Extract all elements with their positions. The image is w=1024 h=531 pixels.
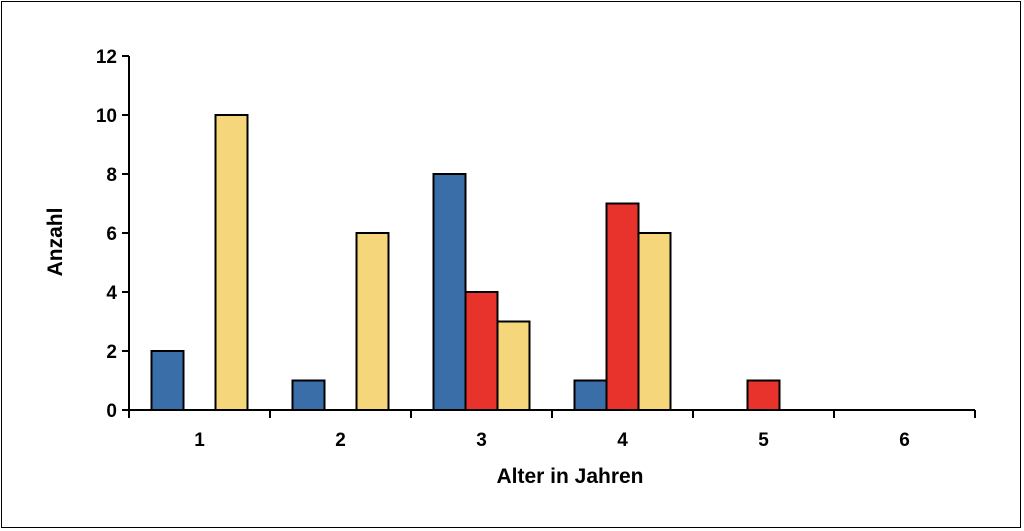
x-axis-title: Alter in Jahren	[496, 465, 643, 488]
bar-series-2-cat-4	[605, 202, 640, 411]
x-tick-label-2: 2	[335, 430, 346, 451]
y-tick-label-6: 6	[106, 224, 117, 245]
bar-series-3-cat-1	[214, 114, 249, 411]
y-tick-label-12: 12	[96, 47, 117, 68]
y-axis-title: Anzahl	[44, 208, 67, 277]
bar-series-1-cat-3	[432, 173, 467, 411]
bar-series-2-cat-3	[464, 291, 499, 411]
y-tick-label-8: 8	[106, 165, 117, 186]
y-tick-label-2: 2	[106, 342, 117, 363]
x-tick-label-3: 3	[476, 430, 487, 451]
x-tick-label-4: 4	[617, 430, 628, 451]
x-tick-label-5: 5	[758, 430, 769, 451]
x-tick-label-1: 1	[194, 430, 205, 451]
bar-series-3-cat-3	[496, 320, 531, 411]
bar-series-1-cat-2	[291, 379, 326, 411]
y-tick-label-0: 0	[106, 401, 117, 422]
bars-group	[150, 114, 781, 411]
y-tick-label-10: 10	[96, 106, 117, 127]
bar-series-2-cat-5	[746, 379, 781, 411]
bar-series-1-cat-4	[573, 379, 608, 411]
bar-series-3-cat-2	[355, 232, 390, 411]
bar-series-3-cat-4	[637, 232, 672, 411]
x-tick-label-6: 6	[899, 430, 910, 451]
bar-series-1-cat-1	[150, 350, 185, 411]
y-tick-label-4: 4	[106, 283, 117, 304]
